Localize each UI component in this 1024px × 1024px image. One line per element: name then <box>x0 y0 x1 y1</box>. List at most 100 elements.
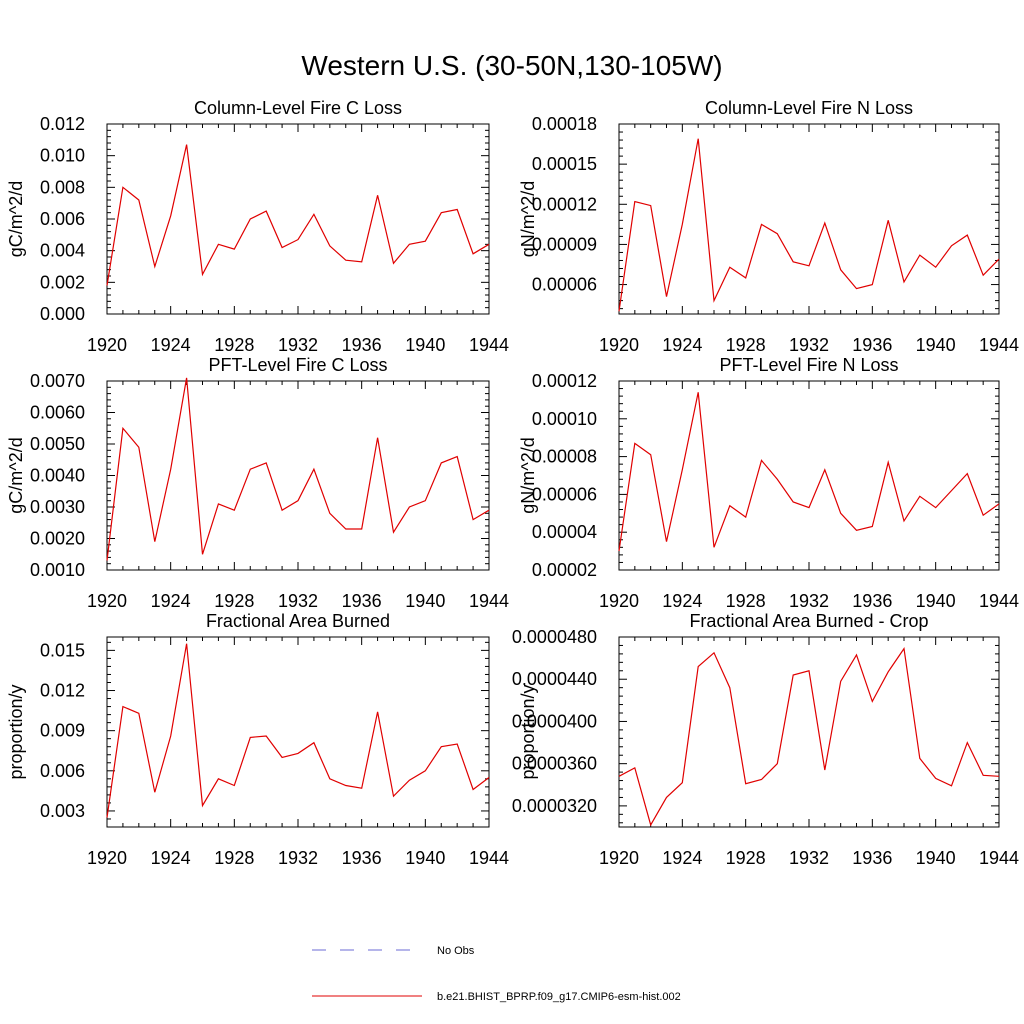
y-tick-label: 0.0000400 <box>512 711 597 731</box>
x-tick-label: 1940 <box>405 335 445 355</box>
x-tick-label: 1920 <box>87 591 127 611</box>
y-tick-label: 0.0050 <box>30 434 85 454</box>
y-axis-label: gN/m^2/d <box>518 181 538 257</box>
y-tick-label: 0.000 <box>40 304 85 324</box>
legend-label: No Obs <box>437 945 475 957</box>
y-axis-label: proportion/y <box>6 684 26 779</box>
plot-frame <box>618 380 1000 571</box>
plot-frame <box>106 636 490 828</box>
y-tick-label: 0.015 <box>40 640 85 660</box>
x-tick-label: 1924 <box>151 591 191 611</box>
chart-title: Column-Level Fire C Loss <box>194 98 402 118</box>
y-tick-label: 0.0040 <box>30 466 85 486</box>
chart-panel: Fractional Area Burned - Crop proportion/… <box>512 611 1019 868</box>
series-line <box>618 646 1000 827</box>
y-tick-label: 0.0020 <box>30 529 85 549</box>
chart-title: Column-Level Fire N Loss <box>705 98 913 118</box>
y-tick-label: 0.00004 <box>532 522 597 542</box>
x-tick-label: 1940 <box>916 848 956 868</box>
y-tick-label: 0.00002 <box>532 560 597 580</box>
chart-title: Fractional Area Burned - Crop <box>689 611 928 631</box>
plot-frame <box>618 123 1000 315</box>
x-tick-label: 1944 <box>979 335 1019 355</box>
y-tick-label: 0.00018 <box>532 114 597 134</box>
x-tick-label: 1920 <box>87 848 127 868</box>
y-tick-label: 0.0000440 <box>512 669 597 689</box>
legend: No Obs b.e21.BHIST_BPRP.f09_g17.CMIP6-esm… <box>312 945 681 1003</box>
y-tick-label: 0.00010 <box>532 409 597 429</box>
y-tick-label: 0.0000480 <box>512 627 597 647</box>
x-tick-label: 1928 <box>214 848 254 868</box>
x-tick-label: 1920 <box>599 591 639 611</box>
chart-panel: Fractional Area Burned proportion/y 1920 19… <box>6 611 509 868</box>
chart-panel: PFT-Level Fire C Loss gC/m^2/d 1920 1924 192… <box>6 355 509 611</box>
y-tick-label: 0.00006 <box>532 275 597 295</box>
x-tick-label: 1928 <box>214 335 254 355</box>
x-tick-label: 1924 <box>662 848 702 868</box>
x-tick-label: 1924 <box>662 591 702 611</box>
panels: Column-Level Fire C Loss gC/m^2/d 1920 1924… <box>6 98 1019 868</box>
y-tick-label: 0.012 <box>40 114 85 134</box>
x-tick-label: 1936 <box>852 848 892 868</box>
x-tick-label: 1932 <box>278 848 318 868</box>
x-tick-label: 1932 <box>789 591 829 611</box>
y-tick-label: 0.0010 <box>30 560 85 580</box>
x-tick-label: 1944 <box>979 591 1019 611</box>
x-tick-label: 1936 <box>342 591 382 611</box>
y-tick-label: 0.00012 <box>532 194 597 214</box>
y-axis-label: gN/m^2/d <box>518 437 538 513</box>
chart-title: Fractional Area Burned <box>206 611 390 631</box>
x-tick-label: 1936 <box>852 335 892 355</box>
y-axis-label: proportion/y <box>518 684 538 779</box>
y-tick-label: 0.002 <box>40 272 85 292</box>
plot-frame <box>106 123 490 315</box>
series-line <box>106 377 490 561</box>
series-line <box>618 392 1000 552</box>
x-tick-label: 1932 <box>789 848 829 868</box>
series-line <box>106 643 490 818</box>
y-axis-label: gC/m^2/d <box>6 181 26 257</box>
y-tick-label: 0.006 <box>40 761 85 781</box>
figure-title: Western U.S. (30-50N,130-105W) <box>301 50 722 81</box>
y-tick-label: 0.0060 <box>30 403 85 423</box>
y-tick-label: 0.012 <box>40 681 85 701</box>
plot-frame <box>618 636 1000 828</box>
x-tick-label: 1924 <box>151 335 191 355</box>
y-tick-label: 0.00008 <box>532 447 597 467</box>
legend-label: b.e21.BHIST_BPRP.f09_g17.CMIP6-esm-hist.… <box>437 991 681 1003</box>
x-tick-label: 1928 <box>726 335 766 355</box>
x-tick-label: 1928 <box>726 591 766 611</box>
y-tick-label: 0.0070 <box>30 371 85 391</box>
y-tick-label: 0.00015 <box>532 154 597 174</box>
x-tick-label: 1936 <box>342 335 382 355</box>
y-tick-label: 0.00009 <box>532 234 597 254</box>
x-tick-label: 1944 <box>469 591 509 611</box>
y-tick-label: 0.0030 <box>30 497 85 517</box>
x-tick-label: 1936 <box>342 848 382 868</box>
x-tick-label: 1932 <box>278 335 318 355</box>
series-line <box>106 144 490 286</box>
x-tick-label: 1936 <box>852 591 892 611</box>
y-tick-label: 0.003 <box>40 801 85 821</box>
y-tick-label: 0.00006 <box>532 484 597 504</box>
chart-panel: Column-Level Fire C Loss gC/m^2/d 1920 1924… <box>6 98 509 355</box>
x-tick-label: 1944 <box>979 848 1019 868</box>
y-tick-label: 0.006 <box>40 209 85 229</box>
y-tick-label: 0.0000320 <box>512 796 597 816</box>
x-tick-label: 1944 <box>469 848 509 868</box>
y-tick-label: 0.008 <box>40 177 85 197</box>
x-tick-label: 1924 <box>662 335 702 355</box>
x-tick-label: 1920 <box>599 848 639 868</box>
y-tick-label: 0.010 <box>40 146 85 166</box>
x-tick-label: 1920 <box>87 335 127 355</box>
chart-title: PFT-Level Fire C Loss <box>208 355 387 375</box>
x-tick-label: 1924 <box>151 848 191 868</box>
x-tick-label: 1920 <box>599 335 639 355</box>
x-tick-label: 1940 <box>916 335 956 355</box>
plot-frame <box>106 380 490 571</box>
y-tick-label: 0.009 <box>40 721 85 741</box>
chart-panel: Column-Level Fire N Loss gN/m^2/d 1920 1924… <box>518 98 1019 355</box>
chart-title: PFT-Level Fire N Loss <box>719 355 898 375</box>
x-tick-label: 1928 <box>214 591 254 611</box>
